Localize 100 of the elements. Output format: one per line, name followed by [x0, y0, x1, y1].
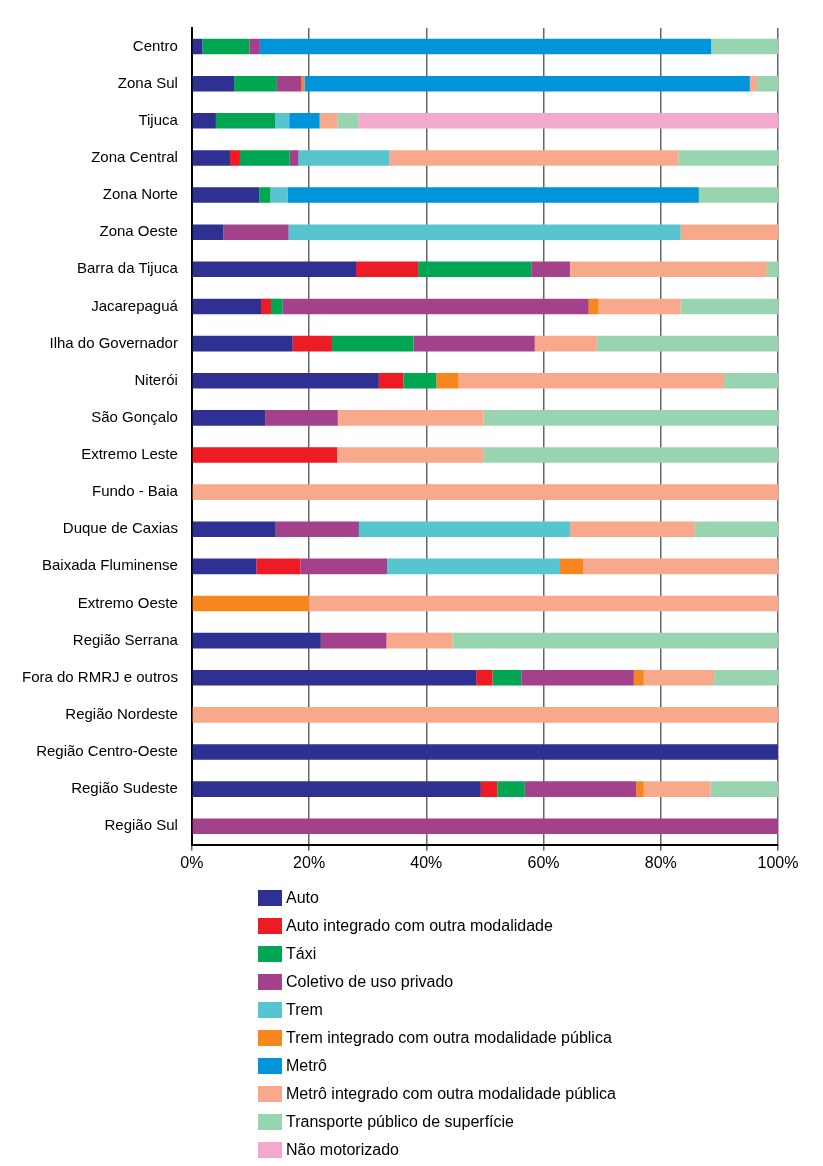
legend-label: Metrô [286, 1057, 327, 1075]
bar [287, 187, 699, 203]
bar [223, 224, 289, 240]
bar [386, 632, 453, 649]
bar [331, 335, 414, 352]
y-tick-label: Extremo Leste [81, 445, 178, 463]
bar [711, 38, 778, 55]
y-tick-label: Baixada Fluminense [41, 556, 178, 574]
bar [192, 818, 778, 835]
bar [192, 113, 216, 129]
bar [259, 187, 271, 203]
bar [378, 372, 404, 389]
bar [276, 75, 302, 92]
legend-label: Auto integrado com outra modalidade [286, 917, 553, 935]
bar [569, 521, 695, 538]
bar [256, 558, 301, 575]
bar [756, 75, 778, 92]
bar [298, 150, 390, 166]
bar [192, 707, 778, 723]
bar [320, 632, 387, 649]
bar [192, 261, 356, 278]
bar [337, 447, 484, 463]
legend-label: Trem [286, 1001, 323, 1019]
x-tick-label: 20% [293, 853, 326, 871]
bar [192, 744, 778, 760]
bar [596, 335, 778, 352]
bar [192, 595, 310, 612]
bar [337, 113, 359, 129]
bar [319, 113, 338, 129]
legend-label: Trem integrado com outra modalidade pública [286, 1029, 612, 1047]
bar [766, 261, 778, 278]
bar [292, 335, 332, 352]
y-tick-label: Zona Norte [102, 185, 178, 203]
y-tick-label: Duque de Caxias [62, 519, 178, 537]
y-tick-label: Centro [132, 36, 178, 54]
legend-label: Transporte público de superfície [286, 1113, 514, 1131]
y-tick-label: Zona Sul [117, 73, 178, 91]
y-tick-label: Região Serrana [72, 630, 179, 648]
bar [275, 521, 359, 538]
bar [413, 335, 535, 352]
x-tick-label: 100% [757, 853, 799, 871]
bar [289, 150, 299, 166]
bar [192, 521, 276, 538]
bar [559, 558, 584, 575]
y-tick-label: Fundo - Baia [92, 482, 179, 500]
bar [458, 372, 725, 389]
bar [192, 187, 260, 203]
bar [234, 75, 277, 92]
bar [436, 372, 459, 389]
bar [215, 113, 276, 129]
y-tick-label: Região Centro-Oeste [36, 742, 178, 760]
bar [192, 335, 293, 352]
y-tick-label: São Gonçalo [91, 407, 178, 425]
bar [569, 261, 767, 278]
bar [521, 669, 634, 686]
bar [531, 261, 570, 278]
bar [418, 261, 532, 278]
bar [261, 298, 272, 315]
bar [714, 669, 778, 686]
bar [483, 410, 778, 426]
bar [633, 669, 644, 686]
y-tick-label: Tijuca [138, 110, 179, 128]
bar [452, 632, 778, 649]
bar [476, 669, 493, 686]
bar [588, 298, 599, 315]
bar [192, 484, 778, 500]
bar [492, 669, 522, 686]
bar [239, 150, 290, 166]
bar [678, 150, 778, 166]
bar [694, 521, 778, 538]
bar [483, 447, 778, 463]
bar [480, 781, 498, 797]
bar [271, 298, 283, 315]
bar [192, 669, 477, 686]
y-tick-label: Região Sul [104, 816, 178, 834]
bar [598, 298, 681, 315]
bar [387, 558, 560, 575]
y-tick-label: Extremo Oeste [77, 593, 178, 611]
y-tick-label: Zona Oeste [99, 222, 178, 240]
bar [192, 410, 266, 426]
bar [698, 187, 778, 203]
bar [282, 298, 589, 315]
y-tick-label: Região Nordeste [65, 705, 178, 722]
y-tick-label: Fora do RMRJ e outros [22, 667, 178, 685]
bar [524, 781, 637, 797]
bar [358, 113, 778, 129]
bar [192, 150, 230, 166]
bar [403, 372, 437, 389]
legend-label: Coletivo de uso privado [286, 973, 454, 991]
bar [192, 781, 481, 797]
bar [358, 521, 570, 538]
bar [643, 669, 715, 686]
bar [229, 150, 240, 166]
bar [192, 75, 235, 92]
bar [356, 261, 419, 278]
y-tick-label: Jacarepaguá [91, 296, 179, 314]
bar [192, 558, 257, 575]
bar [534, 335, 597, 352]
legend-label: Auto [286, 889, 319, 907]
bar [192, 447, 338, 463]
